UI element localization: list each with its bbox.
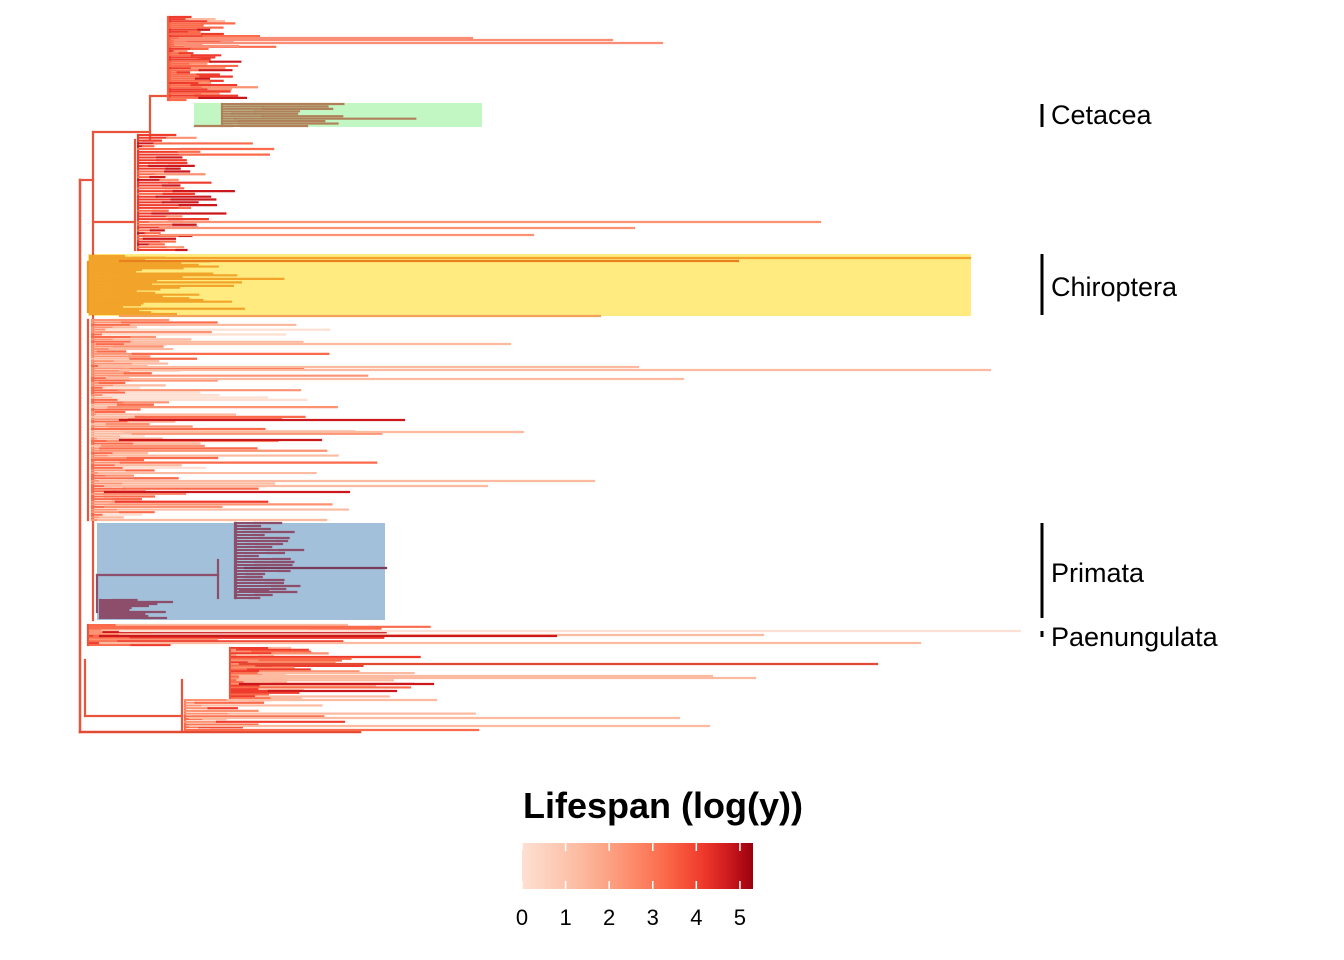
legend-tick-label: 1 [559,905,571,930]
legend-tick-label: 3 [647,905,659,930]
legend-ticks: 0 1 2 3 4 5 [516,843,746,930]
tree-branches [78,15,1022,734]
chiroptera-label: Chiroptera [1051,272,1178,302]
lifespan-legend: Lifespan (log(y)) 0 1 2 3 4 5 [516,785,803,930]
legend-tick-label: 5 [734,905,746,930]
legend-tick-label: 4 [690,905,702,930]
primata-label: Primata [1051,558,1145,588]
chiroptera-highlight [88,254,971,316]
legend-tick-label: 2 [603,905,615,930]
legend-colorbar [522,843,753,889]
legend-tick-label: 0 [516,905,528,930]
cetacea-label: Cetacea [1051,100,1153,130]
legend-title: Lifespan (log(y)) [523,785,803,826]
paenungulata-label: Paenungulata [1051,622,1219,652]
